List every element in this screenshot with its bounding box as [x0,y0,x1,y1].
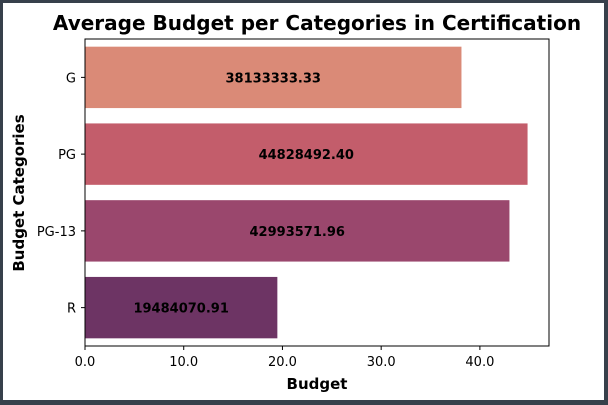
y-axis-label: Budget Categories [10,114,28,271]
chart-title: Average Budget per Categories in Certifi… [53,11,581,35]
value-labels-group: 38133333.33 44828492.40 42993571.96 1948407… [133,71,354,316]
plot-area-frame [84,38,550,347]
bar-r [85,276,278,339]
x-tick-label: 0.0 [75,355,96,370]
chart-figure: Average Budget per Categories in Certifi… [3,3,604,400]
bar-chart: Average Budget per Categories in Certifi… [10,11,581,393]
y-axis-ticks: G PG PG-13 R [37,71,85,317]
y-tick-label: PG [58,148,76,163]
x-tick-label: 10.0 [169,355,198,370]
x-axis-ticks: 0.0 10.0 20.0 30.0 40.0 [75,346,494,370]
x-axis-label: Budget [287,375,348,393]
bar-value-label: 19484070.91 [133,302,228,317]
y-tick-label: PG-13 [37,225,76,240]
bars-group [85,46,528,339]
y-tick-label: R [67,302,76,317]
bar-value-label: 42993571.96 [250,225,345,240]
x-tick-label: 20.0 [268,355,297,370]
y-tick-label: G [66,71,76,86]
x-tick-label: 40.0 [465,355,494,370]
bar-value-label: 44828492.40 [259,148,354,163]
bar-value-label: 38133333.33 [226,71,321,86]
x-tick-label: 30.0 [367,355,396,370]
bar-pg [85,123,528,185]
bar-g [85,46,462,109]
bar-pg-13 [85,200,510,262]
